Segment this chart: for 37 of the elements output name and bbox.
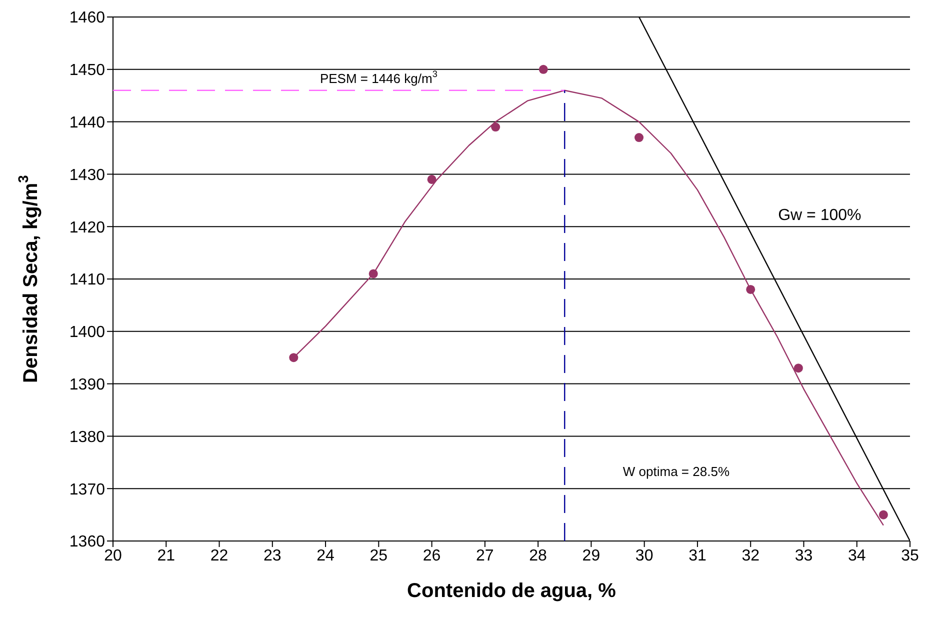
annotation: W optima = 28.5% bbox=[622, 464, 730, 480]
y-tick-label: 1360 bbox=[69, 534, 106, 551]
x-tick-label: 29 bbox=[582, 547, 600, 564]
x-tick-label: 33 bbox=[794, 547, 813, 564]
x-tick-label: 27 bbox=[476, 547, 494, 564]
y-tick-label: 1430 bbox=[69, 166, 106, 184]
y-tick-label: 1400 bbox=[69, 324, 106, 342]
point bbox=[538, 64, 548, 74]
y-tick-label: 1440 bbox=[69, 114, 106, 132]
x-tick-label: 32 bbox=[742, 547, 760, 564]
y-tick-label: 1450 bbox=[69, 62, 106, 80]
point bbox=[491, 122, 500, 132]
point bbox=[878, 510, 888, 520]
x-tick-label: 23 bbox=[264, 547, 282, 564]
annotation: Gw = 100% bbox=[778, 207, 862, 224]
x-tick-label: 22 bbox=[210, 547, 228, 564]
y-tick-label: 1460 bbox=[69, 10, 106, 27]
x-tick-label: 26 bbox=[422, 547, 441, 564]
y-tick-label: 1420 bbox=[69, 219, 106, 236]
x-tick-label: 25 bbox=[370, 547, 388, 564]
x-tick-label: 31 bbox=[688, 547, 706, 564]
point bbox=[794, 364, 803, 373]
y-tick-label: 1390 bbox=[69, 376, 106, 394]
x-tick-label: 35 bbox=[901, 547, 919, 564]
x-tick-label: 24 bbox=[316, 547, 335, 564]
x-tick-label: 21 bbox=[157, 547, 176, 564]
x-axis-title: Contenido de agua, % bbox=[407, 580, 616, 602]
x-tick-label: 20 bbox=[104, 547, 122, 564]
x-tick-label: 30 bbox=[635, 547, 654, 564]
y-tick-label: 1370 bbox=[69, 481, 106, 498]
point bbox=[427, 174, 436, 184]
y-tick-label: 1410 bbox=[69, 272, 106, 289]
x-tick-label: 34 bbox=[848, 547, 866, 564]
x-tick-label: 28 bbox=[529, 547, 548, 564]
annotation: PESM = 1446 kg/m$^{3}$ bbox=[320, 69, 438, 86]
y-tick-label: 1380 bbox=[69, 428, 106, 446]
point bbox=[634, 133, 644, 142]
